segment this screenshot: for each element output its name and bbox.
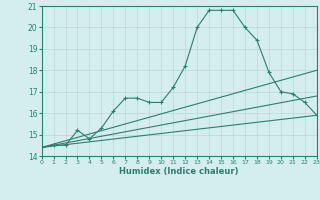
- X-axis label: Humidex (Indice chaleur): Humidex (Indice chaleur): [119, 167, 239, 176]
